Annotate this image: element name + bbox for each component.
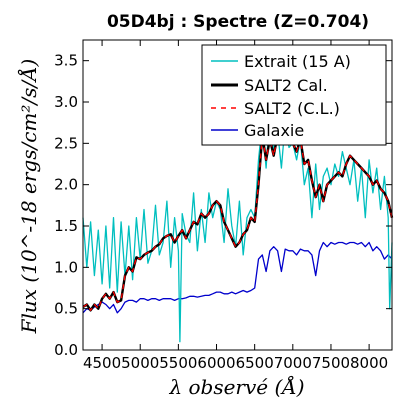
y-tick-label-3: 1.5 xyxy=(54,217,78,235)
y-tick-label-0: 0.0 xyxy=(54,341,78,359)
x-tick-label-2: 5500 xyxy=(159,354,197,372)
series-layer xyxy=(82,109,394,343)
legend-label-salt2-cal: SALT2 Cal. xyxy=(244,76,328,95)
y-tick-label-2: 1.0 xyxy=(54,258,78,276)
legend: Extrait (15 A) SALT2 Cal. SALT2 (C.L.) G… xyxy=(201,44,387,146)
legend-label-salt2-cl: SALT2 (C.L.) xyxy=(244,99,340,118)
plot-frame xyxy=(82,39,393,351)
x-tick-label-1: 5000 xyxy=(121,354,159,372)
y-tick-label-6: 3.0 xyxy=(54,93,78,111)
x-tick-label-0: 4500 xyxy=(83,354,121,372)
x-tick-label-3: 6000 xyxy=(197,354,235,372)
y-tick-label-5: 2.5 xyxy=(54,134,78,152)
x-tick-label-7: 8000 xyxy=(350,354,388,372)
y-tick-label-4: 2.0 xyxy=(54,176,78,194)
legend-label-galaxie: Galaxie xyxy=(244,121,304,140)
x-tick-label-5: 7000 xyxy=(274,354,312,372)
x-axis-label: λ observé (Å) xyxy=(168,374,304,399)
y-tick-label-1: 0.5 xyxy=(54,300,78,318)
legend-label-extrait: Extrait (15 A) xyxy=(244,52,351,71)
series-line-3 xyxy=(82,241,393,314)
y-axis-label: Flux (10^-18 ergs/cm²/s/Å) xyxy=(16,59,41,335)
series-line-2 xyxy=(82,130,393,311)
ticks-layer: 4500 5000 5500 6000 6500 7000 7500 8000 0.0 0.5 1.… xyxy=(54,40,392,372)
series-line-0 xyxy=(82,109,393,343)
x-tick-label-6: 7500 xyxy=(312,354,350,372)
x-tick-label-4: 6500 xyxy=(236,354,274,372)
chart-title: 05D4bj : Spectre (Z=0.704) xyxy=(107,12,369,32)
y-tick-label-7: 3.5 xyxy=(54,52,78,70)
